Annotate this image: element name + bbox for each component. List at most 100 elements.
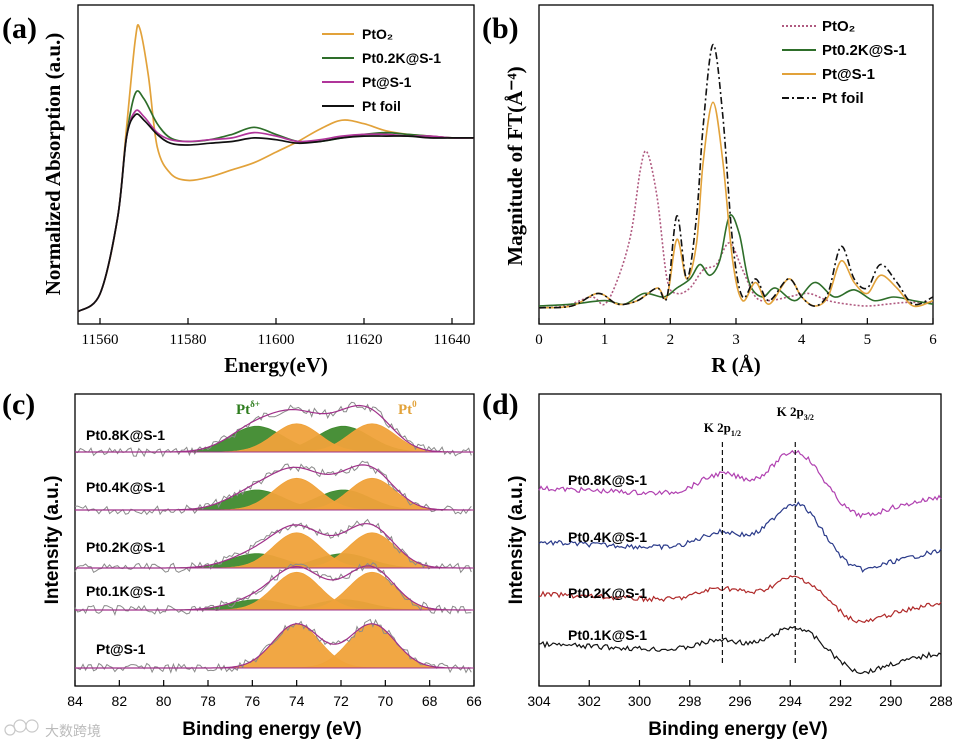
panel-a-label: (a) [2,12,37,45]
panel-a-xlabel: Energy(eV) [224,353,328,377]
spectrum-label: Pt0.1K@S-1 [86,583,165,599]
raw-data-line [74,401,472,458]
x-tick-label: 296 [728,693,752,709]
x-tick-label: 11560 [82,332,119,348]
x-tick-label: 68 [422,693,438,709]
panel-d-xlabel: Binding energy (eV) [648,719,827,740]
series-line-a-0 [77,24,475,313]
panel-c-frame [74,393,475,687]
legend-label: PtO₂ [362,26,393,42]
series-line-a-3 [77,113,474,313]
x-tick-label: 0 [535,332,543,348]
spectrum-label: Pt@S-1 [96,641,146,657]
xps-spectrum-4: Pt@S-1 [74,618,474,674]
legend-label: Pt foil [822,90,864,107]
panel-b-ylabel: Magnitude of FT(Å⁻⁴) [503,66,527,265]
xps-spectrum-1: Pt0.4K@S-1 [74,460,474,516]
spectrum-label: Pt0.8K@S-1 [86,427,165,443]
spectrum-label: Pt0.4K@S-1 [568,529,647,545]
panel-c-label: (c) [2,388,35,421]
raw-data-line [74,618,472,674]
x-tick-label: 5 [864,332,872,348]
x-tick-label: 300 [628,693,652,709]
x-tick-label: 1 [601,332,609,348]
spectrum-label: Pt0.8K@S-1 [568,472,647,488]
xps-spectrum-0: Pt0.8K@S-1 [74,401,474,458]
x-tick-label: 74 [289,693,305,709]
x-tick-label: 80 [156,693,172,709]
x-tick-label: 304 [527,693,551,709]
watermark-text: 大数跨境 [45,724,101,740]
panel-b-xlabel: R (Å) [711,353,761,377]
raw-data-line [74,518,472,574]
legend-label: Pt0.2K@S-1 [362,50,441,66]
legend-label: PtO₂ [822,18,855,35]
x-tick-label: 294 [779,693,803,709]
k2p-spectrum-3 [538,625,942,675]
panel-a: (a) Energy(eV) Normalized Absorption (a.… [2,4,475,377]
pt0-annotation: Pt0 [398,399,417,418]
x-tick-label: 82 [112,693,128,709]
x-tick-label: 290 [879,693,903,709]
x-tick-label: 288 [929,693,953,709]
watermark: 大数跨境 [4,719,101,740]
x-tick-label: 4 [798,332,806,348]
x-tick-label: 11640 [434,332,471,348]
legend-label: Pt0.2K@S-1 [822,42,907,59]
k2p-spectrum-0 [538,449,942,519]
peak-annotation-sub: 1/2 [731,429,741,438]
peak-annotation-text: K 2p [704,420,731,435]
x-tick-label: 11600 [258,332,295,348]
series-line-a-1 [77,90,475,313]
legend-label: Pt@S-1 [822,66,875,83]
x-tick-label: 6 [929,332,937,348]
peak-annotation: K 2p1/2 [704,420,741,438]
x-tick-label: 76 [245,693,261,709]
pt0-text: Pt [398,402,412,418]
x-tick-label: 72 [333,693,349,709]
series-line-b-0 [538,150,934,309]
spectrum-label: Pt0.4K@S-1 [86,479,165,495]
panel-a-ylabel: Normalized Absorption (a.u.) [41,33,65,296]
peak-annotation-sub: 3/2 [804,413,814,422]
series-line-b-1 [538,214,934,307]
panel-d-label: (d) [482,388,519,421]
spectrum-label: Pt0.2K@S-1 [86,539,165,555]
xps-spectrum-2: Pt0.2K@S-1 [74,518,474,574]
legend-label: Pt@S-1 [362,74,412,90]
raw-data-line [74,562,472,616]
peak-annotation-text: K 2p [777,404,804,419]
x-tick-label: 78 [200,693,216,709]
panel-d-ylabel: Intensity (a.u.) [506,476,527,605]
x-tick-label: 2 [667,332,675,348]
panel-c-ylabel: Intensity (a.u.) [42,476,63,605]
pt-delta-sup: δ+ [250,399,260,409]
x-tick-label: 84 [67,693,83,709]
x-tick-label: 3 [732,332,740,348]
x-tick-label: 70 [378,693,394,709]
panel-b: (b) R (Å) Magnitude of FT(Å⁻⁴) 0 1 2 3 4 5 6 P… [482,4,937,377]
watermark-logo-icon-3 [25,719,39,733]
series-line-b-3 [538,43,934,309]
peak-annotation: K 2p3/2 [777,404,814,422]
panel-b-label: (b) [482,12,519,45]
x-tick-label: 11620 [346,332,383,348]
pt0-sup: 0 [412,399,417,409]
x-tick-label: 298 [678,693,702,709]
x-tick-label: 11580 [170,332,207,348]
x-tick-label: 292 [829,693,853,709]
spectrum-label: Pt0.2K@S-1 [568,585,647,601]
panel-c-xlabel: Binding energy (eV) [182,719,361,740]
legend-label: Pt foil [362,98,401,114]
raw-data-line [74,460,472,516]
panel-d: (d) Binding energy (eV) Intensity (a.u.)… [482,388,953,740]
panel-c: (c) Binding energy (eV) Intensity (a.u.)… [2,388,482,740]
watermark-logo-icon-2 [13,719,27,733]
k2p-spectrum-1 [538,501,942,573]
x-tick-label: 302 [578,693,602,709]
k2p-spectrum-2 [538,575,942,624]
spectrum-label: Pt0.1K@S-1 [568,627,647,643]
x-tick-label: 66 [466,693,482,709]
pt-delta-text: Pt [236,402,250,418]
